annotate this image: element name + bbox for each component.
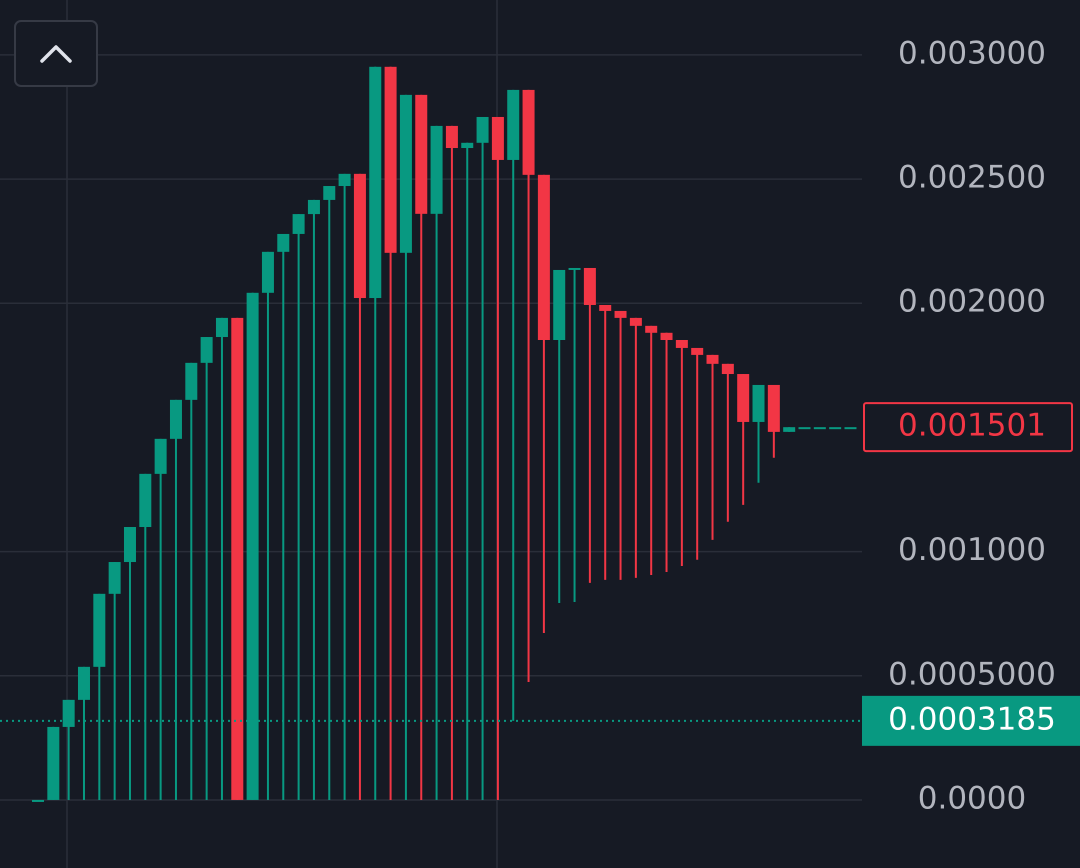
price-label: 0.0003185	[888, 701, 1056, 737]
candle-body	[783, 427, 796, 432]
y-tick-label: 0.0000	[918, 780, 1026, 816]
candle-body	[93, 593, 106, 667]
candle-body	[721, 363, 734, 375]
candle-body	[108, 562, 121, 594]
candle-body	[323, 186, 336, 200]
price-labels: 0.0000 0.0005000 0.001000 0.002000 0.002500 0…	[0, 35, 1080, 816]
candle-body	[277, 233, 290, 252]
candle-body	[231, 317, 244, 800]
candle-body	[675, 339, 688, 348]
candle-body	[507, 89, 520, 160]
candle-body	[691, 347, 704, 355]
y-tick-label: 0.003000	[898, 35, 1046, 71]
candle-body	[399, 94, 412, 253]
candle-body	[47, 726, 60, 800]
price-label-box	[862, 695, 1080, 746]
candle-body	[307, 199, 320, 215]
candle-body	[461, 142, 474, 149]
candle-body	[629, 317, 642, 326]
candle-body	[123, 527, 136, 563]
candle-body	[706, 354, 719, 364]
candle-body	[829, 427, 842, 430]
chevron-up-icon[interactable]	[40, 45, 72, 63]
candle-body	[645, 325, 658, 333]
candle-body	[798, 427, 811, 430]
candle-body	[169, 399, 182, 439]
candle-body	[154, 438, 167, 474]
y-tick-label: 0.002000	[898, 284, 1046, 320]
candle-body	[200, 337, 213, 363]
candle-body	[614, 310, 627, 318]
candle-body	[246, 292, 259, 800]
candle-body	[599, 304, 612, 311]
candle-body	[737, 374, 750, 422]
candle-body	[767, 384, 780, 432]
price-label-box	[863, 402, 1073, 453]
candle-body	[32, 799, 44, 802]
candle-body	[430, 125, 443, 214]
candle-body	[568, 267, 581, 270]
y-tick-label: 0.002500	[898, 160, 1046, 196]
candle-body	[491, 116, 504, 160]
y-tick-label: 0.001000	[898, 532, 1046, 568]
candle-body	[813, 427, 826, 430]
price-label: 0.001501	[898, 408, 1046, 444]
candle-body	[476, 116, 489, 143]
candle-body	[553, 269, 566, 340]
candle-body	[338, 173, 351, 187]
collapse-button[interactable]	[14, 20, 98, 87]
candle-body	[415, 94, 428, 214]
grid	[0, 54, 862, 801]
candle-body	[384, 66, 397, 253]
candle-body	[583, 267, 596, 305]
candle-body	[660, 332, 673, 340]
button-frame[interactable]	[14, 20, 98, 87]
candle-body	[139, 473, 152, 528]
candle-body	[353, 173, 366, 299]
candle-body	[215, 317, 228, 338]
candle-body	[62, 699, 75, 727]
candle-body	[369, 66, 382, 299]
candle-body	[445, 125, 458, 149]
candle-body	[77, 666, 90, 700]
candle-body	[844, 427, 857, 430]
candle-body	[185, 362, 198, 400]
candle-body	[261, 251, 274, 293]
candles	[32, 66, 857, 802]
candle-body	[537, 174, 550, 340]
candle-body	[752, 384, 765, 422]
candle-body	[522, 89, 535, 175]
candle-body	[292, 214, 305, 234]
y-tick-label: 0.0005000	[888, 656, 1056, 692]
